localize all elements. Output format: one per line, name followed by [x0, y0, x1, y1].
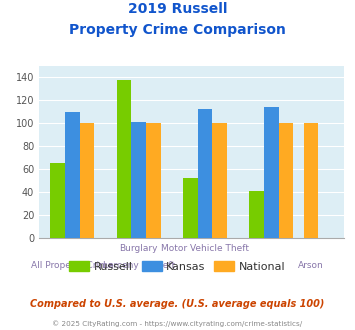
Bar	[183, 178, 198, 238]
Bar	[198, 110, 212, 238]
Bar	[250, 191, 264, 238]
Bar	[264, 107, 279, 238]
Legend: Russell, Kansas, National: Russell, Kansas, National	[65, 257, 290, 277]
Text: All Property Crime: All Property Crime	[31, 261, 114, 270]
Text: © 2025 CityRating.com - https://www.cityrating.com/crime-statistics/: © 2025 CityRating.com - https://www.city…	[53, 320, 302, 327]
Text: Property Crime Comparison: Property Crime Comparison	[69, 23, 286, 37]
Bar	[146, 123, 160, 238]
Bar	[212, 123, 227, 238]
Bar	[131, 122, 146, 238]
Text: Larceny & Theft: Larceny & Theft	[103, 261, 175, 270]
Bar	[65, 112, 80, 238]
Text: Motor Vehicle Theft: Motor Vehicle Theft	[161, 244, 249, 253]
Text: 2019 Russell: 2019 Russell	[128, 2, 227, 16]
Bar	[279, 123, 293, 238]
Bar	[50, 163, 65, 238]
Bar	[117, 80, 131, 238]
Text: Arson: Arson	[298, 261, 324, 270]
Bar	[304, 123, 318, 238]
Text: Burglary: Burglary	[119, 244, 158, 253]
Bar	[80, 123, 94, 238]
Text: Compared to U.S. average. (U.S. average equals 100): Compared to U.S. average. (U.S. average …	[30, 299, 325, 309]
